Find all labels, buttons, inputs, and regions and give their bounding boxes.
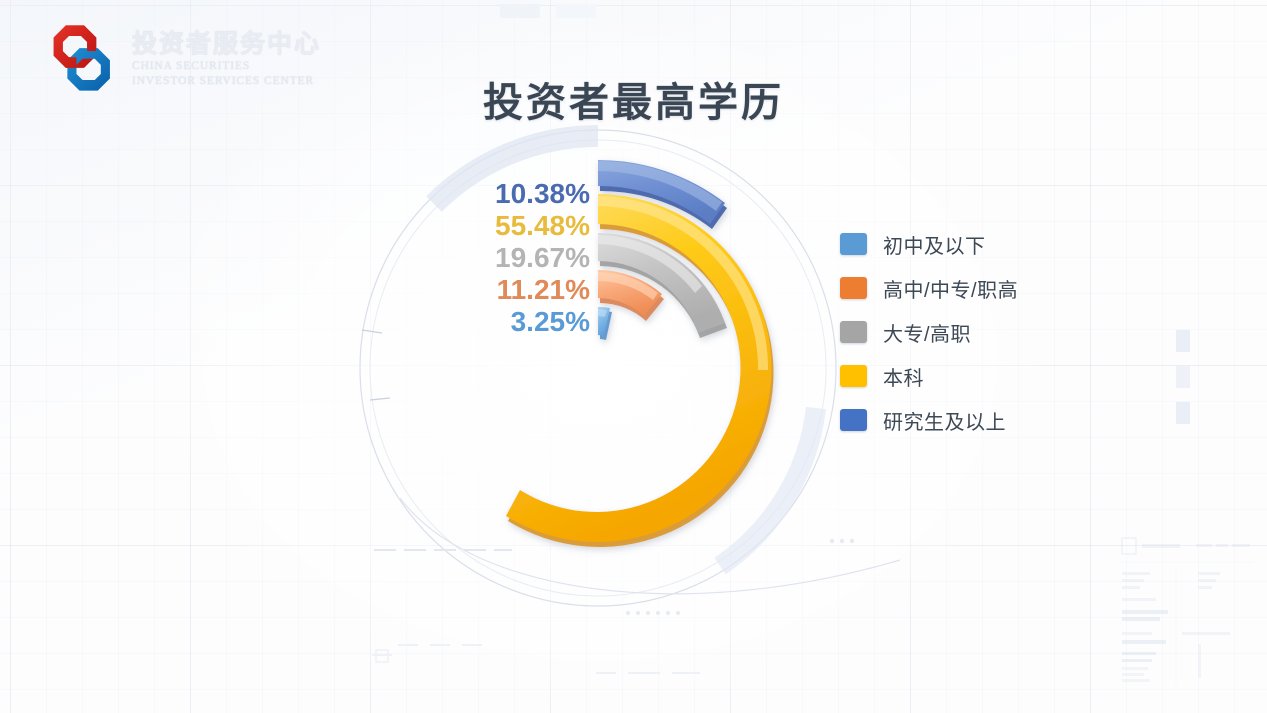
csisc-logo-icon xyxy=(53,25,110,91)
legend-label: 本科 xyxy=(883,367,924,390)
ring-arc-middleschool xyxy=(598,306,612,340)
radial-bar-chart xyxy=(350,120,850,620)
value-label-highschool: 11.21% xyxy=(496,274,590,305)
legend-item-middleschool[interactable]: 初中及以下 xyxy=(840,222,1018,266)
value-label-column: 10.38% 55.48% 19.67% 11.21% 3.25% xyxy=(430,180,590,340)
ring-arc-college xyxy=(598,233,727,338)
value-label-middleschool: 3.25% xyxy=(510,306,590,337)
legend-swatch-icon xyxy=(840,365,867,387)
value-label-bachelor: 55.48% xyxy=(495,210,590,241)
chart-svg xyxy=(506,159,774,547)
page-title: 投资者最高学历 xyxy=(483,81,784,125)
legend-label: 高中/中专/职高 xyxy=(883,279,1019,302)
legend-item-college[interactable]: 大专/高职 xyxy=(840,310,1018,354)
ring-arc-highschool xyxy=(598,270,664,321)
legend-label: 初中及以下 xyxy=(883,235,986,258)
legend-item-bachelor[interactable]: 本科 xyxy=(840,354,1018,398)
legend-swatch-icon xyxy=(840,321,867,343)
chart-legend: 初中及以下 高中/中专/职高 大专/高职 本科 研究生及以上 xyxy=(840,222,1018,442)
brand-name-en-line1: CHINA SECURITIES xyxy=(132,59,251,72)
brand-name-cn: 投资者服务中心 xyxy=(132,30,322,59)
ring-arc-graduate xyxy=(598,159,727,229)
ring-arc-bachelor xyxy=(506,194,774,547)
value-label-graduate: 10.38% xyxy=(495,178,590,209)
legend-item-highschool[interactable]: 高中/中专/职高 xyxy=(840,266,1018,310)
legend-swatch-icon xyxy=(840,409,867,431)
legend-label: 研究生及以上 xyxy=(883,411,1006,434)
brand-name-en-line2: INVESTOR SERVICES CENTER xyxy=(132,75,315,88)
value-label-college: 19.67% xyxy=(495,242,590,273)
decorative-document-watermark xyxy=(1120,537,1254,684)
legend-item-graduate[interactable]: 研究生及以上 xyxy=(840,398,1018,442)
legend-swatch-icon xyxy=(840,233,867,255)
legend-swatch-icon xyxy=(840,277,867,299)
brand-logo: 投资者服务中心 CHINA SECURITIES INVESTOR SERVIC… xyxy=(40,22,321,94)
legend-label: 大专/高职 xyxy=(883,323,972,346)
